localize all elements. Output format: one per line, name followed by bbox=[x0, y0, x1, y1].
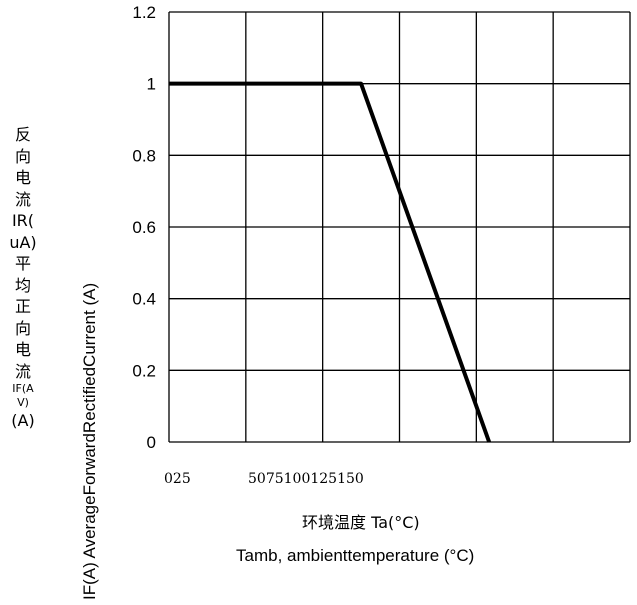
y-label-cn-char: 流 bbox=[14, 361, 31, 381]
y-label-cn-char: 向 bbox=[14, 146, 31, 166]
y-label-cn-char: IR( bbox=[11, 211, 35, 230]
derating-curve bbox=[169, 81, 492, 443]
x-tick-labels-start: 025 bbox=[164, 471, 191, 487]
y-label-cn-char: 流 bbox=[14, 189, 31, 209]
y-axis-label-chinese: 反向电流 IR(uA) 平均正向电流 IF(A V) (A) bbox=[5, 124, 41, 432]
y-tick-label: 0 bbox=[147, 433, 156, 452]
y-tick-label: 1 bbox=[147, 75, 156, 94]
x-axis-label-chinese: 环境温度 Ta(°C) bbox=[302, 513, 420, 532]
y-label-cn-char: 反 bbox=[14, 125, 31, 144]
y-tick-labels: 1.2 1 0.8 0.6 0.4 0.2 0 bbox=[132, 3, 156, 452]
y-tick-label: 0.4 bbox=[132, 290, 156, 309]
y-label-cn-char: uA) bbox=[9, 232, 37, 252]
y-tick-label: 0.8 bbox=[132, 146, 156, 165]
y-label-cn-char: 向 bbox=[14, 318, 31, 338]
y-axis-label-english: IF(A) AverageForwardRectifiedCurrent (A) bbox=[80, 282, 99, 600]
series-group bbox=[169, 81, 492, 443]
x-tick-labels-rest: 5075100125150 bbox=[248, 471, 364, 487]
y-label-cn-char: 电 bbox=[14, 168, 31, 187]
x-axis-label-english: Tamb, ambienttemperature (°C) bbox=[236, 546, 475, 565]
y-label-cn-char: 电 bbox=[14, 340, 31, 359]
y-label-cn-char: 均 bbox=[14, 275, 31, 295]
y-tick-label: 1.2 bbox=[132, 3, 156, 22]
y-label-cn-sub: V) bbox=[17, 396, 29, 409]
y-label-cn-unit: (A) bbox=[11, 411, 35, 430]
y-tick-label: 0.2 bbox=[132, 361, 156, 380]
y-label-cn-sub: IF(A bbox=[12, 382, 34, 395]
y-label-cn-char: 平 bbox=[14, 254, 31, 273]
grid bbox=[168, 11, 631, 443]
y-label-cn-char: 正 bbox=[14, 297, 31, 316]
y-tick-label: 0.6 bbox=[132, 218, 156, 237]
